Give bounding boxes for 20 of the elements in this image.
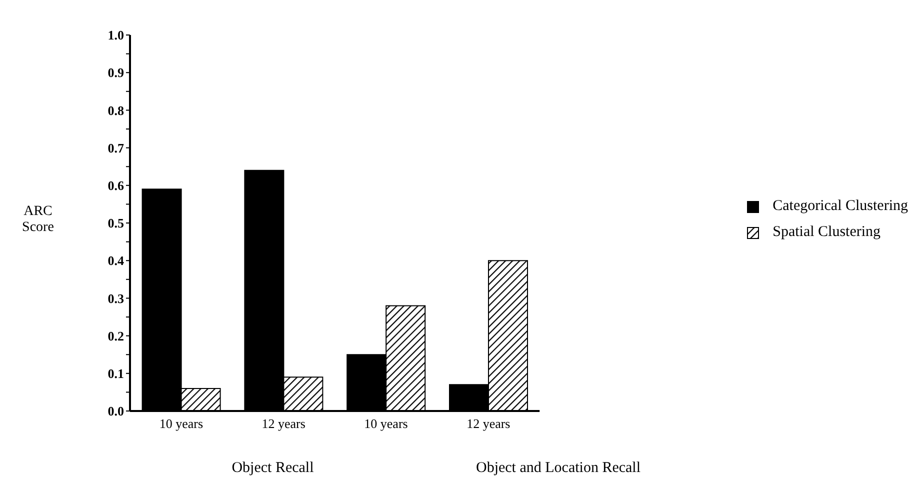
y-tick-label: 0.5 <box>108 216 124 231</box>
text: Object Recall <box>230 460 315 477</box>
y-tick-label: 0.3 <box>108 290 124 306</box>
y-tick-label: 1.0 <box>108 28 124 43</box>
x-tick-label: 12 years <box>262 416 306 432</box>
y-tick-label: 0.2 <box>108 328 124 344</box>
legend-label: Spatial Clustering <box>772 224 881 241</box>
x-tick-label: 10 years <box>159 416 204 432</box>
x-tick-label: 10 years <box>364 416 408 432</box>
y-tick-label: 0.7 <box>108 140 124 156</box>
legend-label: Categorical Clustering <box>772 198 908 215</box>
y-tick-label: 0.9 <box>108 65 124 80</box>
y-tick-label: 0.8 <box>108 102 124 118</box>
y-tick-label: 0.0 <box>108 404 124 419</box>
y-axis-title: ARC Score <box>22 204 54 235</box>
y-tick-label: 0.1 <box>108 366 124 382</box>
x-tick-label: 12 years <box>466 416 510 432</box>
text: Object and Location Recall <box>474 460 642 477</box>
y-tick-label: 0.6 <box>108 178 124 194</box>
y-tick-label: 0.4 <box>108 253 124 268</box>
